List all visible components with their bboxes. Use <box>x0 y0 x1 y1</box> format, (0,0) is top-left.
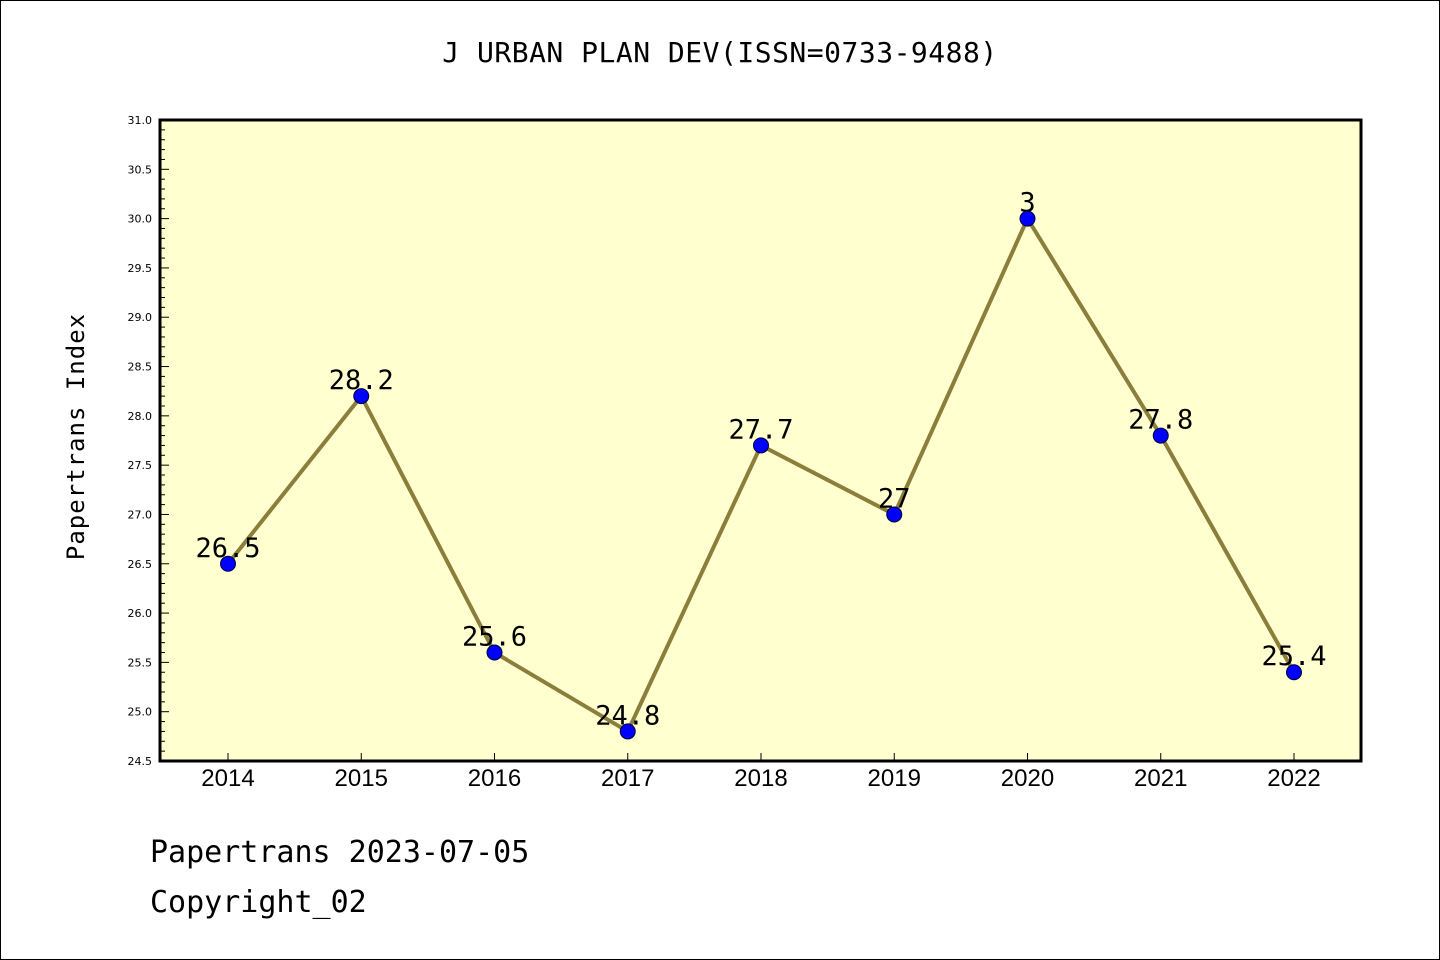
data-label: 3 <box>1019 188 1035 219</box>
y-tick-label: 28.0 <box>128 410 153 423</box>
chart-title: J URBAN PLAN DEV(ISSN=0733-9488) <box>442 36 998 69</box>
x-tick-label: 2022 <box>1267 765 1320 792</box>
x-tick-label: 2016 <box>468 765 521 792</box>
data-point <box>220 555 236 572</box>
y-tick-label: 31.0 <box>128 114 153 127</box>
plot-border <box>158 118 1363 763</box>
y-tick-label: 26.5 <box>128 558 153 571</box>
y-tick-label: 26.0 <box>128 607 153 620</box>
data-point <box>486 644 503 661</box>
y-axis-label: Papertrans Index <box>62 313 90 560</box>
x-tick-label: 2020 <box>1001 765 1054 792</box>
y-tick-label: 28.5 <box>128 361 153 374</box>
footer-date: Papertrans 2023-07-05 <box>150 835 530 870</box>
y-tick-label: 30.5 <box>128 163 153 176</box>
y-tick-label: 27.5 <box>128 459 153 472</box>
footer-copyright: Copyright_02 <box>150 885 367 920</box>
data-point <box>753 437 769 454</box>
data-point <box>1286 664 1302 681</box>
data-point <box>1152 427 1169 444</box>
x-tick-label: 2014 <box>201 765 254 792</box>
y-tick-label: 27.0 <box>128 508 153 521</box>
data-point <box>1019 210 1036 227</box>
y-tick-label: 30.0 <box>128 213 153 226</box>
y-tick-label: 29.0 <box>128 311 153 324</box>
x-tick-label: 2015 <box>335 765 388 792</box>
data-point <box>619 723 636 740</box>
y-tick-label: 29.5 <box>128 262 153 275</box>
y-tick-label: 25.5 <box>128 656 153 669</box>
data-point <box>886 506 903 523</box>
x-tick-label: 2021 <box>1134 765 1187 792</box>
x-tick-label: 2019 <box>868 765 921 792</box>
y-tick-label: 25.0 <box>128 706 153 719</box>
y-tick-label: 24.5 <box>128 755 153 768</box>
x-tick-label: 2017 <box>601 765 654 792</box>
data-point <box>353 388 370 405</box>
x-tick-label: 2018 <box>734 765 787 792</box>
